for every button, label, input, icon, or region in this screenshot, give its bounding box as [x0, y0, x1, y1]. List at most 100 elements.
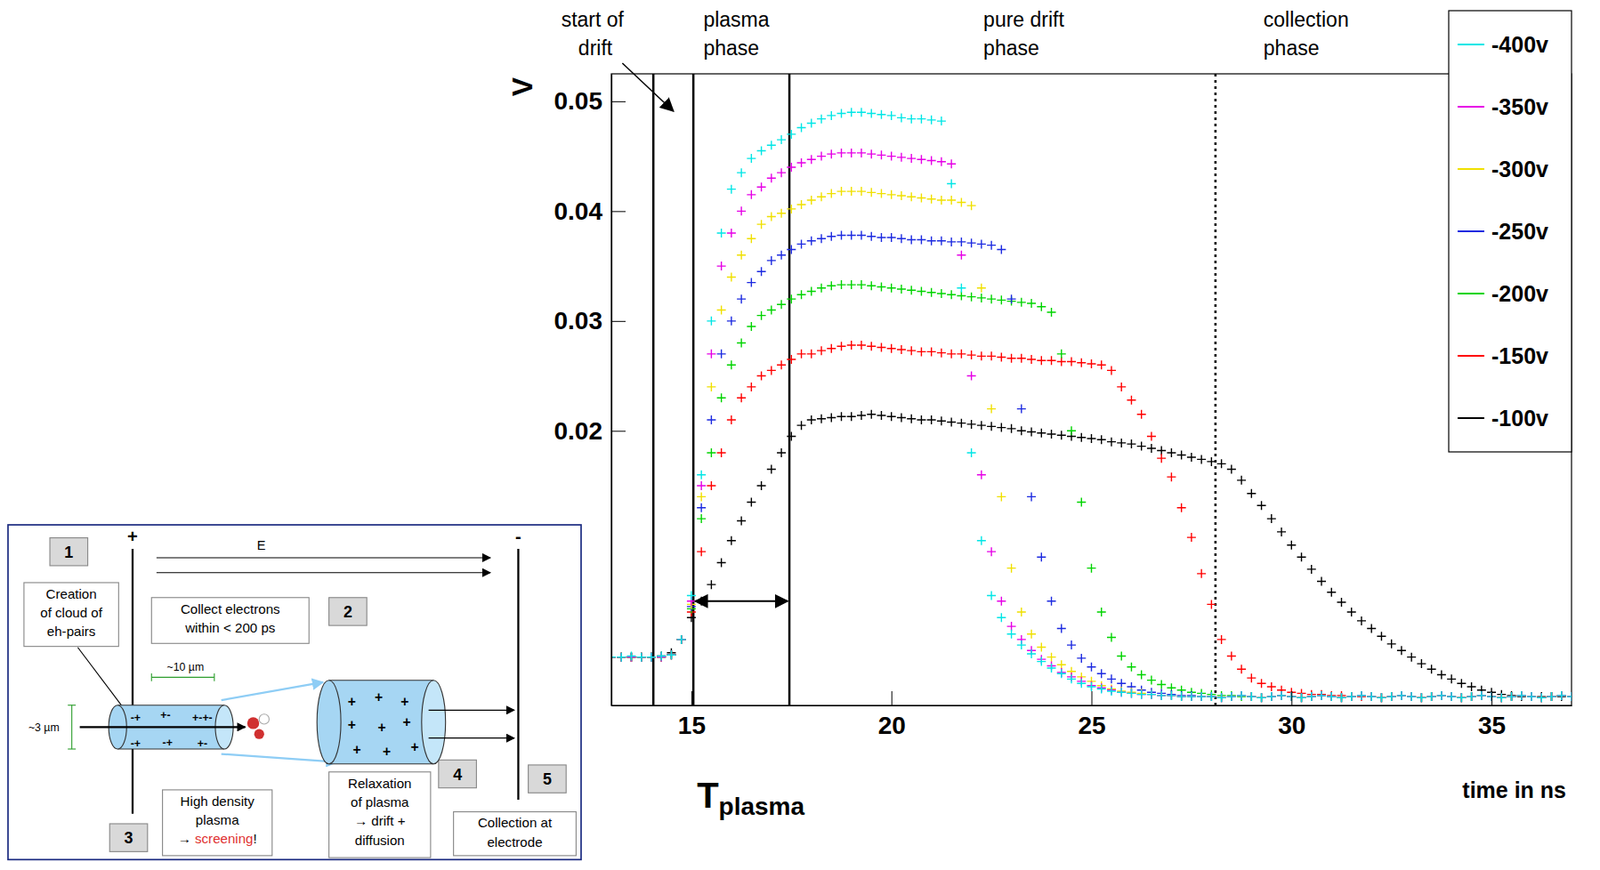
data-point — [1126, 688, 1136, 698]
data-point — [727, 272, 736, 282]
data-point — [1236, 691, 1246, 701]
data-point — [807, 236, 817, 246]
data-point — [1517, 691, 1527, 701]
note-text: Creation — [46, 586, 97, 602]
legend-swatch — [1457, 355, 1485, 357]
data-point — [1246, 489, 1256, 499]
data-point — [1567, 692, 1572, 702]
data-point — [1547, 692, 1557, 702]
charge: -+ — [130, 711, 141, 725]
y-tick-mark — [611, 321, 626, 323]
x-tick: 35 — [1478, 691, 1506, 740]
data-point — [717, 305, 727, 315]
step-number: 2 — [343, 603, 353, 622]
data-point — [1227, 692, 1237, 702]
x-axis-title: time in ns — [1462, 777, 1567, 803]
data-point — [666, 650, 676, 660]
data-point — [967, 420, 977, 429]
drift-arrow — [428, 710, 515, 712]
data-point — [1427, 692, 1437, 702]
data-point — [1496, 693, 1506, 703]
data-point — [1376, 693, 1386, 703]
data-point — [807, 195, 817, 205]
data-point — [786, 129, 796, 139]
data-point — [696, 503, 706, 513]
data-point — [1387, 692, 1397, 702]
pointer-line — [77, 647, 124, 709]
data-point — [1357, 691, 1366, 701]
legend-label: -150v — [1491, 343, 1549, 369]
data-point — [1397, 691, 1407, 701]
data-point — [1456, 693, 1466, 703]
step-number: 3 — [124, 829, 134, 848]
data-point — [1406, 692, 1416, 702]
data-point — [1336, 693, 1346, 703]
data-point — [977, 351, 986, 361]
data-point — [1547, 692, 1557, 702]
data-point — [1126, 688, 1136, 698]
data-point — [1496, 693, 1506, 703]
data-point — [1017, 298, 1027, 308]
data-point — [786, 162, 796, 172]
data-point — [736, 517, 746, 526]
data-point — [896, 412, 906, 422]
data-point — [797, 420, 807, 430]
data-point — [767, 140, 776, 150]
data-point — [986, 294, 996, 304]
data-point — [1007, 424, 1017, 434]
data-point — [637, 653, 647, 663]
data-point — [1286, 541, 1296, 550]
data-point — [646, 653, 656, 663]
y-tick: 0.02 — [554, 417, 627, 445]
x-tick-label: 35 — [1478, 711, 1506, 740]
data-point — [1567, 692, 1572, 702]
data-point — [1336, 597, 1346, 607]
data-point — [906, 414, 916, 424]
data-point — [996, 492, 1006, 502]
data-point — [1567, 692, 1572, 702]
data-point — [696, 547, 706, 557]
x-axis-line — [612, 705, 1573, 707]
x-tick-mark — [891, 691, 893, 706]
molecule-atom — [247, 717, 259, 729]
data-point — [1066, 640, 1076, 650]
legend-label: -200v — [1491, 281, 1549, 307]
data-point — [896, 284, 906, 294]
drift-arrow — [428, 737, 515, 739]
y-axis-title: V — [506, 76, 539, 97]
data-point — [816, 346, 826, 356]
data-point — [1527, 692, 1536, 702]
data-point — [977, 293, 986, 303]
inset-diagram: +-E12345Creationof cloud ofeh-pairsColle… — [8, 525, 582, 860]
data-point — [1477, 691, 1487, 701]
data-point — [1387, 692, 1397, 702]
data-point — [1087, 662, 1097, 672]
data-point — [986, 241, 996, 251]
data-point — [1446, 692, 1456, 702]
data-point — [1357, 691, 1366, 701]
data-point — [1246, 692, 1256, 702]
data-point — [666, 650, 676, 660]
x-tick: 30 — [1277, 691, 1306, 740]
data-point — [1276, 691, 1286, 701]
data-point — [1236, 664, 1246, 674]
data-point — [856, 340, 866, 350]
data-point — [1557, 691, 1567, 701]
data-point — [1307, 692, 1317, 702]
step-box — [528, 765, 567, 793]
data-point — [776, 168, 786, 178]
label-line: pure drift — [983, 8, 1070, 32]
data-point — [1087, 682, 1097, 692]
molecule-atom — [254, 729, 265, 740]
x-tick-label: 30 — [1277, 711, 1306, 740]
data-point — [757, 266, 767, 276]
data-point — [1557, 691, 1567, 701]
plasma-edge — [329, 763, 435, 765]
data-point — [1467, 692, 1477, 702]
data-point — [1097, 669, 1107, 679]
data-point — [1276, 691, 1286, 701]
data-point — [1206, 599, 1216, 609]
charge: + — [400, 694, 409, 710]
data-point — [666, 650, 676, 660]
data-point — [1217, 693, 1227, 703]
